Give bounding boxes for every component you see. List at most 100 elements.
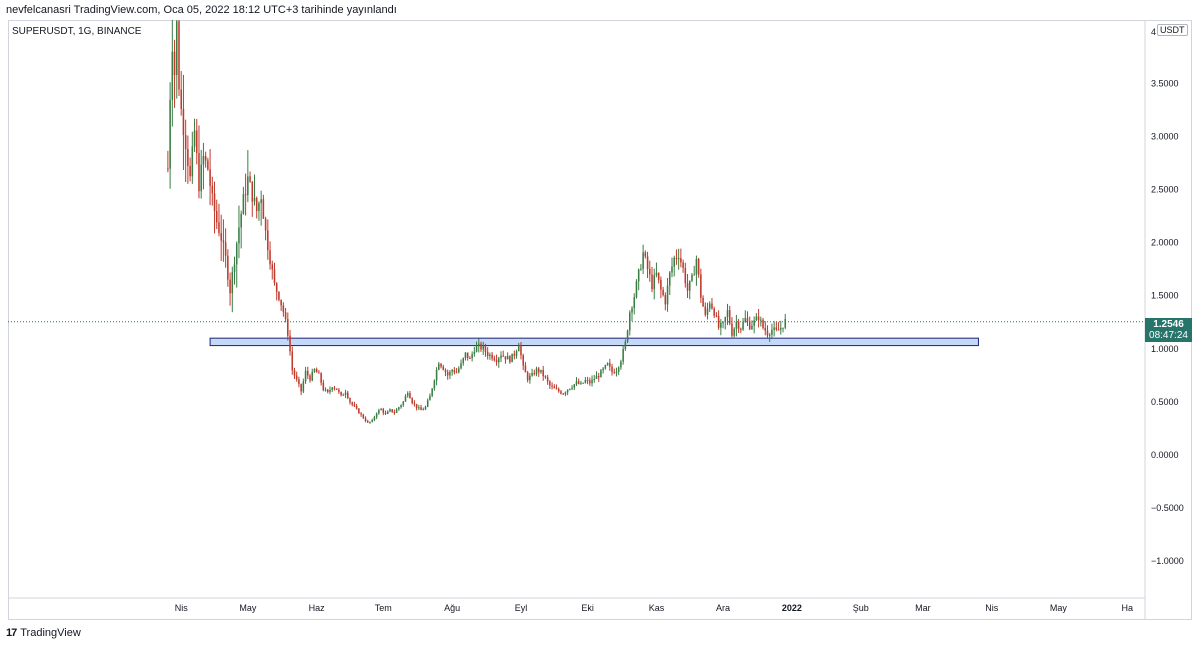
candle[interactable] [677, 248, 680, 270]
candle[interactable] [611, 363, 613, 376]
candle[interactable] [238, 205, 240, 259]
candle[interactable] [706, 302, 709, 320]
candle[interactable] [271, 260, 274, 280]
candle[interactable] [429, 393, 431, 401]
candle[interactable] [275, 282, 278, 301]
candle[interactable] [298, 376, 300, 388]
candle[interactable] [517, 342, 520, 352]
candle[interactable] [378, 408, 380, 415]
candle[interactable] [366, 419, 369, 423]
candle[interactable] [564, 391, 567, 397]
candle[interactable] [551, 382, 553, 390]
candle[interactable] [282, 302, 285, 317]
candle[interactable] [440, 363, 442, 369]
candle[interactable] [453, 367, 456, 375]
candle[interactable] [577, 378, 580, 385]
candle[interactable] [382, 407, 385, 416]
candle[interactable] [218, 203, 220, 237]
candle[interactable] [586, 376, 589, 385]
candle[interactable] [324, 387, 327, 392]
currency-badge[interactable]: USDT [1157, 24, 1188, 36]
candle[interactable] [582, 382, 584, 384]
candle[interactable] [215, 199, 218, 229]
candle[interactable] [204, 151, 207, 168]
candle[interactable] [398, 406, 400, 411]
candle[interactable] [349, 397, 351, 405]
candle[interactable] [475, 341, 478, 353]
candle[interactable] [222, 219, 225, 262]
candle[interactable] [609, 358, 611, 371]
candle[interactable] [775, 321, 778, 332]
candle[interactable] [540, 369, 542, 374]
candle[interactable] [715, 312, 718, 318]
candle[interactable] [653, 268, 656, 300]
candle[interactable] [642, 244, 644, 275]
candle[interactable] [446, 369, 449, 380]
candle[interactable] [389, 408, 391, 413]
candle[interactable] [744, 310, 747, 323]
candle[interactable] [575, 377, 578, 387]
candle[interactable] [688, 280, 691, 300]
candle[interactable] [444, 368, 447, 377]
candle[interactable] [655, 262, 658, 278]
candle[interactable] [675, 249, 678, 265]
candle[interactable] [777, 322, 780, 331]
candle[interactable] [200, 149, 202, 199]
candle[interactable] [184, 119, 187, 182]
candle[interactable] [202, 142, 205, 190]
candle[interactable] [309, 373, 311, 383]
candle[interactable] [740, 327, 742, 334]
candle[interactable] [493, 355, 496, 362]
candle[interactable] [495, 354, 498, 366]
candle[interactable] [686, 273, 689, 298]
candle[interactable] [409, 390, 411, 399]
candle[interactable] [504, 356, 507, 364]
candle[interactable] [746, 311, 749, 327]
candle[interactable] [424, 405, 427, 411]
candle[interactable] [533, 369, 536, 376]
candle[interactable] [422, 407, 425, 411]
candle[interactable] [486, 347, 489, 360]
candle[interactable] [384, 410, 387, 415]
candle[interactable] [169, 82, 171, 189]
candle[interactable] [520, 341, 522, 360]
candle[interactable] [626, 329, 629, 344]
candle[interactable] [438, 361, 440, 371]
candle[interactable] [713, 306, 715, 319]
candle[interactable] [509, 355, 511, 364]
candle[interactable] [511, 353, 513, 363]
candle[interactable] [506, 352, 509, 360]
candle[interactable] [606, 362, 609, 366]
candle[interactable] [771, 323, 773, 340]
candle[interactable] [327, 388, 329, 394]
candle[interactable] [393, 409, 396, 415]
candle[interactable] [562, 392, 564, 395]
candle[interactable] [353, 401, 356, 408]
candle[interactable] [386, 410, 389, 415]
candle[interactable] [313, 368, 316, 373]
candle[interactable] [784, 313, 787, 330]
candle[interactable] [335, 388, 338, 390]
candle[interactable] [535, 366, 538, 377]
candle[interactable] [293, 367, 296, 380]
candle[interactable] [782, 327, 784, 333]
candle[interactable] [207, 157, 209, 171]
candle[interactable] [624, 339, 627, 351]
candle[interactable] [311, 368, 314, 382]
candle[interactable] [620, 359, 622, 370]
candle[interactable] [191, 131, 194, 184]
candle[interactable] [344, 389, 347, 399]
candle[interactable] [780, 320, 782, 335]
candle[interactable] [227, 249, 229, 287]
candle[interactable] [402, 400, 405, 407]
candle[interactable] [420, 404, 422, 411]
candle[interactable] [597, 372, 600, 382]
candle[interactable] [302, 378, 305, 394]
candlestick-chart[interactable]: 3.5000 3.0000 2.5000 2.0000 1.5000 1.0000 0.50… [8, 20, 1192, 620]
candle[interactable] [617, 366, 620, 376]
candle[interactable] [637, 268, 640, 291]
candle[interactable] [342, 393, 345, 396]
candle[interactable] [195, 118, 198, 165]
candle[interactable] [442, 364, 445, 371]
candle[interactable] [400, 404, 402, 409]
